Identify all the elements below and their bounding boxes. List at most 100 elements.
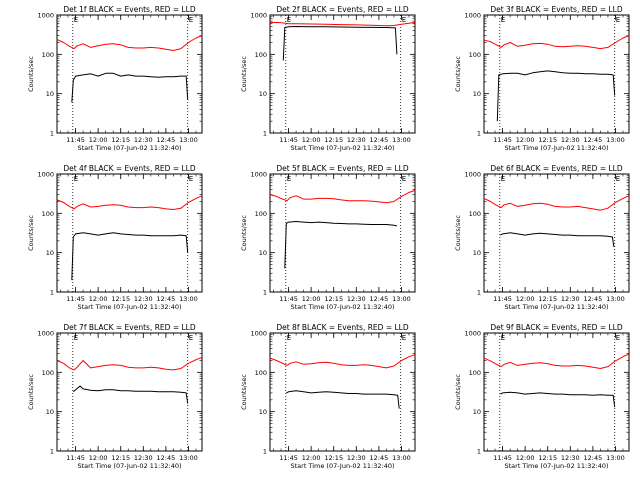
x-tick-label: 12:45 — [584, 295, 603, 303]
event-marker-label: E — [189, 16, 193, 24]
x-tick-label: 11:45 — [66, 136, 85, 144]
y-tick-label: 100 — [469, 369, 481, 377]
x-tick-label: 12:45 — [370, 454, 389, 462]
series-line-black — [71, 72, 189, 103]
x-tick-label: 13:00 — [392, 136, 411, 144]
x-tick-label: 11:45 — [493, 295, 512, 303]
y-tick-label: 1000 — [464, 171, 481, 179]
series-line-black — [500, 391, 616, 408]
panel-det-9: Det 9f BLACK = Events, RED = LLD Counts/s… — [454, 323, 630, 470]
x-tick-label: 11:45 — [66, 295, 85, 303]
series-line-red — [269, 190, 416, 204]
chart-title: Det 2f BLACK = Events, RED = LLD — [276, 5, 409, 14]
x-tick-label: 13:00 — [606, 136, 625, 144]
series-line-red — [56, 356, 203, 371]
event-marker-label: E — [189, 334, 193, 342]
y-axis-label: Counts/sec — [454, 215, 462, 251]
y-tick-label: 1 — [50, 448, 54, 456]
x-tick-label: 12:30 — [134, 136, 153, 144]
y-tick-label: 1 — [263, 448, 267, 456]
y-tick-label: 1 — [477, 289, 481, 297]
x-tick-label: 12:15 — [111, 136, 130, 144]
y-tick-label: 1 — [477, 448, 481, 456]
x-tick-label: 12:00 — [516, 454, 535, 462]
y-tick-label: 10 — [473, 249, 481, 257]
x-tick-label: 11:45 — [279, 295, 298, 303]
y-tick-label: 1000 — [250, 12, 267, 20]
y-tick-label: 1000 — [37, 330, 54, 338]
y-tick-label: 100 — [255, 210, 267, 218]
event-marker-label: E — [74, 175, 78, 183]
series-line-black — [500, 232, 615, 247]
y-tick-label: 10 — [46, 408, 54, 416]
plot-frame — [269, 14, 416, 134]
y-tick-label: 100 — [469, 210, 481, 218]
x-tick-label: 13:00 — [179, 136, 198, 144]
x-tick-label: 12:15 — [324, 295, 343, 303]
x-axis-label: Start Time (07-Jun-02 11:32:40) — [505, 303, 609, 311]
x-tick-label: 12:30 — [347, 295, 366, 303]
x-tick-label: 13:00 — [606, 454, 625, 462]
event-marker-label: E — [287, 16, 291, 24]
y-tick-label: 10 — [46, 249, 54, 257]
x-tick-label: 12:00 — [89, 136, 108, 144]
y-tick-label: 100 — [469, 51, 481, 59]
y-tick-label: 10 — [46, 90, 54, 98]
plot-frame — [56, 14, 203, 134]
y-tick-label: 1000 — [37, 171, 54, 179]
y-axis-label: Counts/sec — [240, 374, 248, 410]
x-tick-label: 12:00 — [302, 295, 321, 303]
series-line-red — [56, 195, 203, 210]
panel-det-3: Det 3f BLACK = Events, RED = LLD Counts/s… — [454, 5, 630, 152]
x-tick-label: 12:15 — [324, 136, 343, 144]
plot-frame — [269, 173, 416, 293]
x-tick-label: 12:45 — [157, 454, 176, 462]
y-tick-label: 100 — [42, 51, 54, 59]
x-tick-label: 12:30 — [561, 295, 580, 303]
series-line-red — [483, 35, 630, 50]
y-axis-label: Counts/sec — [454, 56, 462, 92]
event-marker-label: E — [402, 175, 406, 183]
event-marker-label: E — [74, 16, 78, 24]
series-line-black — [72, 385, 189, 404]
x-axis-label: Start Time (07-Jun-02 11:32:40) — [505, 144, 609, 152]
x-tick-label: 12:00 — [302, 454, 321, 462]
x-tick-label: 12:15 — [324, 454, 343, 462]
panel-det-1: Det 1f BLACK = Events, RED = LLD Counts/s… — [27, 5, 203, 152]
y-axis-label: Counts/sec — [240, 215, 248, 251]
x-tick-label: 13:00 — [606, 295, 625, 303]
event-marker-label: E — [287, 334, 291, 342]
series-line-red — [483, 195, 630, 211]
x-tick-label: 12:15 — [538, 136, 557, 144]
event-marker-label: E — [287, 175, 291, 183]
chart-title: Det 4f BLACK = Events, RED = LLD — [63, 164, 196, 173]
x-axis-label: Start Time (07-Jun-02 11:32:40) — [291, 303, 395, 311]
panel-det-2: Det 2f BLACK = Events, RED = LLD Counts/s… — [240, 5, 416, 152]
y-tick-label: 100 — [255, 51, 267, 59]
y-tick-label: 100 — [255, 369, 267, 377]
y-tick-label: 1000 — [464, 12, 481, 20]
x-tick-label: 12:15 — [111, 454, 130, 462]
panel-det-6: Det 6f BLACK = Events, RED = LLD Counts/s… — [454, 164, 630, 311]
event-marker-label: E — [616, 16, 620, 24]
chart-title: Det 5f BLACK = Events, RED = LLD — [276, 164, 409, 173]
x-tick-label: 11:45 — [279, 454, 298, 462]
y-tick-label: 100 — [42, 369, 54, 377]
x-axis-label: Start Time (07-Jun-02 11:32:40) — [78, 144, 182, 152]
plot-frame — [483, 332, 630, 452]
series-line-black — [71, 232, 189, 281]
x-axis-label: Start Time (07-Jun-02 11:32:40) — [78, 462, 182, 470]
chart-title: Det 3f BLACK = Events, RED = LLD — [490, 5, 623, 14]
y-tick-label: 1 — [50, 289, 54, 297]
x-tick-label: 13:00 — [392, 454, 411, 462]
x-tick-label: 11:45 — [493, 454, 512, 462]
x-tick-label: 12:00 — [302, 136, 321, 144]
x-tick-label: 12:30 — [347, 136, 366, 144]
y-tick-label: 1 — [50, 130, 54, 138]
event-marker-label: E — [501, 16, 505, 24]
plot-frame — [483, 173, 630, 293]
x-tick-label: 12:00 — [516, 295, 535, 303]
panel-det-5: Det 5f BLACK = Events, RED = LLD Counts/s… — [240, 164, 416, 311]
x-tick-label: 12:45 — [157, 295, 176, 303]
